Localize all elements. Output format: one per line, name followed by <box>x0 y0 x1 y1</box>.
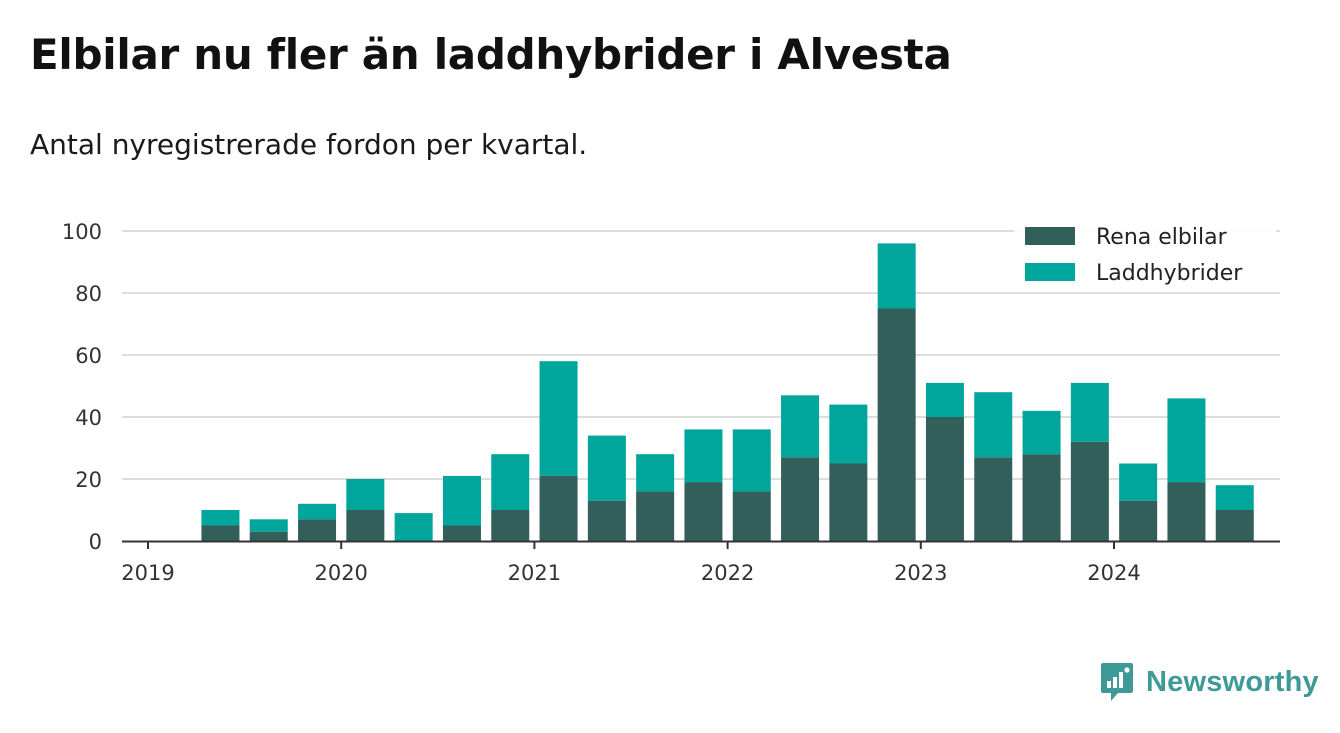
x-tick-label: 2020 <box>314 561 367 585</box>
newsworthy-brand: Newsworthy <box>1100 660 1319 704</box>
y-tick-label: 80 <box>75 282 102 306</box>
bar-rena-elbilar <box>539 475 578 541</box>
chart-subtitle: Antal nyregistrerade fordon per kvartal. <box>30 128 588 161</box>
bar-rena-elbilar <box>684 482 723 541</box>
bar-laddhybrider <box>1215 485 1254 510</box>
bar-rena-elbilar <box>346 510 385 541</box>
bar-laddhybrider <box>587 435 626 501</box>
bar-rena-elbilar <box>1167 482 1206 541</box>
legend-label: Rena elbilar <box>1096 225 1228 250</box>
bar-laddhybrider <box>1022 410 1061 455</box>
bar-rena-elbilar <box>732 491 771 541</box>
bar-laddhybrider <box>539 361 578 476</box>
bar-laddhybrider <box>442 475 481 526</box>
legend-swatch <box>1025 263 1075 281</box>
bar-rena-elbilar <box>201 525 240 541</box>
newsworthy-logo-icon <box>1101 663 1133 701</box>
bar-laddhybrider <box>394 513 433 541</box>
bar-rena-elbilar <box>781 457 820 541</box>
bar-laddhybrider <box>1119 463 1158 501</box>
x-tick-label: 2019 <box>121 561 174 585</box>
bar-laddhybrider <box>1167 398 1206 483</box>
y-tick-label: 60 <box>75 344 102 368</box>
bar-rena-elbilar <box>974 457 1013 541</box>
bar-laddhybrider <box>974 392 1013 458</box>
x-tick-label: 2021 <box>508 561 561 585</box>
bar-rena-elbilar <box>442 525 481 541</box>
bar-laddhybrider <box>925 382 964 417</box>
bar-laddhybrider <box>298 503 337 520</box>
bar-laddhybrider <box>781 395 820 458</box>
x-tick-label: 2023 <box>894 561 947 585</box>
y-tick-label: 0 <box>89 530 102 554</box>
x-tick-label: 2024 <box>1087 561 1140 585</box>
x-tick-label: 2022 <box>701 561 754 585</box>
bar-laddhybrider <box>829 404 868 464</box>
bar-rena-elbilar <box>587 500 626 541</box>
bar-rena-elbilar <box>1119 500 1158 541</box>
bar-laddhybrider <box>346 479 385 510</box>
chart-title: Elbilar nu fler än laddhybrider i Alvest… <box>30 30 952 79</box>
y-tick-label: 20 <box>75 468 102 492</box>
axes: 0 20 40 60 80 100 2019 2020 2021 2022 2023 2024 <box>62 220 1280 585</box>
bar-rena-elbilar <box>877 308 916 541</box>
bars <box>201 243 1254 541</box>
legend-label: Laddhybrider <box>1096 261 1243 286</box>
y-tick-label: 40 <box>75 406 102 430</box>
bar-laddhybrider <box>636 454 675 492</box>
bar-rena-elbilar <box>1070 441 1109 541</box>
bar-rena-elbilar <box>925 417 964 541</box>
bar-rena-elbilar <box>1022 454 1061 541</box>
bar-laddhybrider <box>877 243 916 309</box>
bar-rena-elbilar <box>491 510 530 541</box>
bar-laddhybrider <box>491 454 530 510</box>
y-tick-label: 100 <box>62 220 102 244</box>
brand-name: Newsworthy <box>1146 665 1319 698</box>
bar-laddhybrider <box>201 510 240 526</box>
bar-rena-elbilar <box>249 531 288 541</box>
legend: Rena elbilar Laddhybrider <box>1014 218 1276 292</box>
bar-rena-elbilar <box>829 463 868 541</box>
legend-swatch <box>1025 227 1075 245</box>
bar-rena-elbilar <box>636 491 675 541</box>
bar-rena-elbilar <box>298 519 337 541</box>
bar-rena-elbilar <box>1215 510 1254 541</box>
bar-laddhybrider <box>249 519 288 532</box>
bar-laddhybrider <box>732 429 771 492</box>
bar-laddhybrider <box>1070 382 1109 442</box>
bar-laddhybrider <box>684 429 723 483</box>
